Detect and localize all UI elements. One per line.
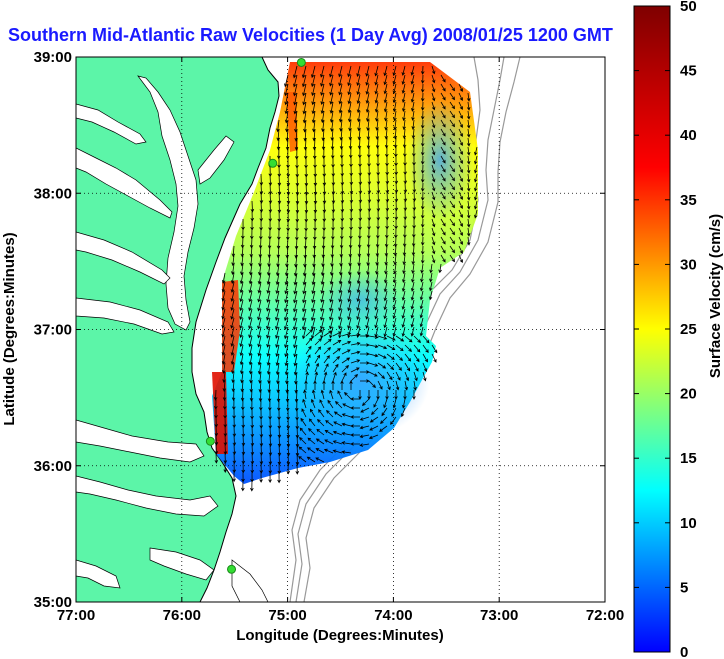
station-marker: [296, 57, 306, 67]
x-tick-label: 75:00: [268, 607, 306, 624]
y-axis-label: Latitude (Degrees:Minutes): [1, 232, 18, 425]
colorbar-tick-label: 20: [680, 386, 697, 403]
colorbar-ticks: 0 5 10 15 20 25 30 35 40 45 50: [634, 0, 697, 659]
grid-lines: [76, 57, 605, 602]
colorbar-tick-label: 25: [680, 321, 697, 338]
y-tick-label: 38:00: [34, 185, 72, 202]
low-speed-region: [406, 100, 474, 220]
colorbar-tick-label: 30: [680, 256, 697, 273]
x-tick-label: 77:00: [57, 607, 95, 624]
colorbar-tick-label: 45: [680, 63, 697, 80]
colorbar-tick-label: 40: [680, 127, 697, 144]
colorbar-label: Surface Velocity (cm/s): [707, 214, 724, 378]
high-speed-region: [286, 92, 298, 152]
colorbar-tick-label: 15: [680, 450, 697, 467]
x-tick-label: 72:00: [586, 607, 624, 624]
chart-title: Southern Mid-Atlantic Raw Velocities (1 …: [8, 25, 613, 45]
colorbar: [633, 5, 671, 653]
x-axis-label: Longitude (Degrees:Minutes): [236, 627, 444, 644]
velocity-arrow-set: [213, 65, 478, 492]
colorbar-tick-label: 10: [680, 515, 697, 532]
chesapeake-bay: [76, 75, 269, 602]
coastline: [191, 57, 280, 602]
station-marker: [268, 158, 278, 168]
y-tick-label: 39:00: [34, 49, 72, 66]
velocity-arrows: [213, 65, 478, 492]
station-marker: [227, 564, 237, 574]
colorbar-tick-label: 35: [680, 192, 697, 209]
low-speed-region: [290, 322, 430, 438]
x-axis-ticks: 77:00 76:00 75:00 74:00 73:00 72:00: [57, 57, 624, 624]
velocity-field: [212, 62, 478, 492]
y-tick-label: 37:00: [34, 322, 72, 339]
map-plot-area: [76, 57, 605, 602]
radar-stations: [205, 57, 306, 574]
station-marker: [205, 436, 215, 446]
colorbar-tick-label: 0: [680, 644, 688, 659]
colorbar-tick-label: 5: [680, 579, 688, 596]
x-tick-label: 74:00: [374, 607, 412, 624]
colorbar-tick-label: 50: [680, 0, 697, 15]
x-tick-label: 73:00: [480, 607, 518, 624]
x-tick-label: 76:00: [163, 607, 201, 624]
y-tick-label: 36:00: [34, 458, 72, 475]
y-axis-ticks: 35:00 36:00 37:00 38:00 39:00: [34, 49, 605, 611]
y-tick-label: 35:00: [34, 594, 72, 611]
